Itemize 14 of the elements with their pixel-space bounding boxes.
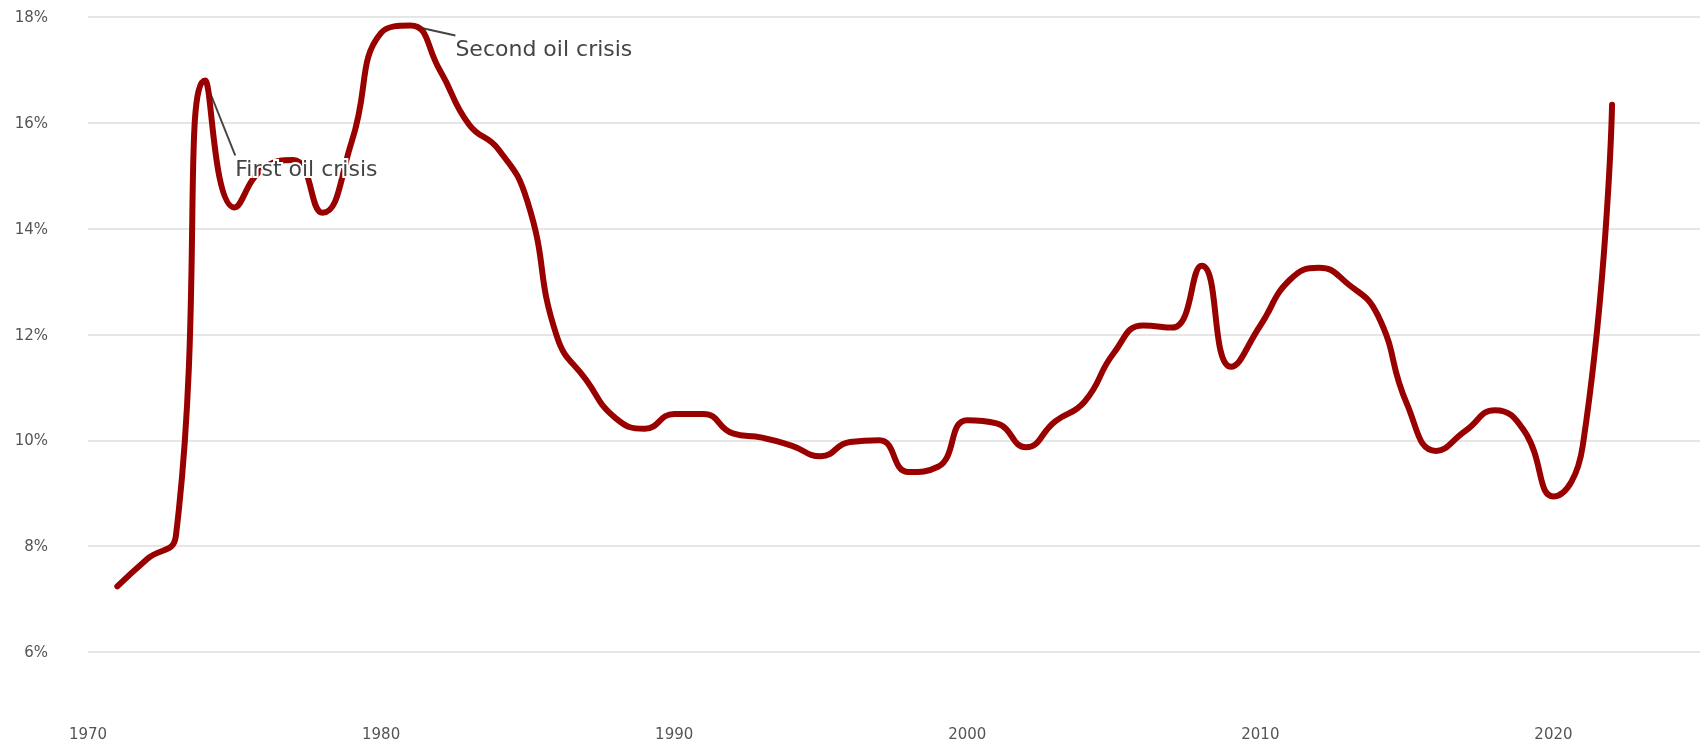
x-tick-label: 1990: [655, 724, 694, 743]
x-tick-label: 1980: [362, 724, 401, 743]
y-tick-label: 16%: [14, 113, 48, 132]
y-tick-label: 18%: [14, 8, 48, 26]
y-tick-label: 6%: [24, 643, 48, 661]
x-tick-label: 2010: [1241, 724, 1280, 743]
x-tick-label: 2020: [1534, 724, 1573, 743]
y-tick-label: 10%: [14, 431, 48, 450]
y-tick-label: 14%: [14, 219, 48, 238]
annotation: Second oil crisis: [455, 35, 633, 61]
y-tick-label: 8%: [24, 537, 48, 556]
x-tick-label: 1970: [68, 724, 108, 743]
x-tick-label: 2000: [948, 724, 987, 743]
y-tick-label: 12%: [14, 325, 48, 344]
